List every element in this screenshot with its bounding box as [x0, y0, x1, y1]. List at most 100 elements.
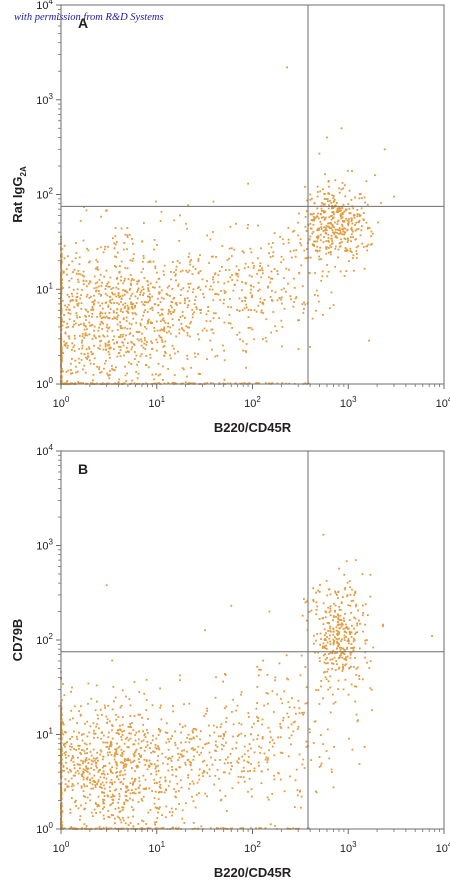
event-dot [115, 266, 117, 268]
event-dot [342, 187, 345, 190]
event-dot [135, 302, 138, 304]
event-dot [80, 785, 83, 788]
event-dot [350, 251, 353, 254]
event-dot [258, 827, 261, 829]
event-dot [304, 216, 307, 218]
event-dot [256, 738, 259, 740]
event-dot [147, 827, 150, 830]
event-dot [214, 696, 217, 699]
x-tick-label: 103 [340, 840, 357, 855]
event-dot [339, 245, 342, 248]
event-dot [334, 590, 336, 593]
event-dot [98, 769, 100, 772]
event-dot [106, 721, 109, 724]
event-dot [289, 295, 292, 297]
event-dot [185, 802, 187, 805]
event-dot [144, 325, 146, 328]
event-dot [89, 324, 91, 327]
event-dot [155, 271, 158, 274]
event-dot [106, 344, 109, 347]
event-dot [348, 207, 351, 210]
event-dot [77, 281, 80, 283]
event-dot [262, 312, 264, 314]
event-dot [281, 326, 284, 328]
event-dot [62, 723, 65, 726]
event-dot [355, 228, 358, 231]
event-dot [337, 679, 340, 682]
event-dot [340, 188, 343, 191]
event-dot [107, 704, 110, 707]
event-dot [282, 242, 285, 245]
event-dot [382, 625, 384, 628]
event-dot [287, 716, 290, 718]
event-dot [204, 743, 206, 746]
event-dot [172, 347, 175, 350]
event-dot [355, 713, 358, 716]
event-dot [114, 760, 117, 763]
event-dot [325, 229, 328, 232]
event-dot [264, 758, 267, 761]
event-dot [102, 792, 105, 794]
event-dot [318, 756, 321, 758]
event-dot [68, 335, 71, 338]
event-dot [332, 207, 335, 209]
event-dot [192, 749, 195, 752]
event-dot [129, 327, 132, 330]
event-dot [162, 365, 164, 368]
event-dot [60, 746, 63, 749]
event-dot [231, 787, 234, 790]
event-dot [89, 725, 92, 728]
event-dot [92, 757, 95, 760]
event-dot [166, 294, 169, 296]
event-dot [97, 759, 99, 762]
event-dot [332, 216, 335, 219]
event-dot [143, 734, 146, 737]
event-dot [305, 210, 308, 212]
event-dot [334, 652, 337, 654]
event-dot [325, 248, 328, 250]
event-dot [253, 722, 255, 725]
event-dot [345, 656, 347, 659]
event-dot [116, 323, 119, 326]
event-dot [296, 794, 299, 797]
event-dot [70, 743, 73, 745]
event-dot [111, 772, 114, 774]
event-dot [118, 733, 120, 736]
event-dot [235, 222, 237, 225]
event-dot [79, 297, 82, 300]
event-dot [345, 659, 348, 662]
event-dot [114, 752, 116, 755]
event-dot [69, 768, 71, 771]
event-dot [184, 763, 187, 766]
event-dot [320, 216, 323, 219]
event-dot [347, 169, 349, 172]
event-dot [130, 284, 132, 286]
event-dot [158, 728, 160, 731]
event-dot [310, 227, 313, 230]
event-dot [339, 231, 342, 234]
event-dot [326, 636, 328, 638]
event-dot [322, 203, 325, 206]
event-dot [85, 767, 88, 769]
event-dot [119, 818, 122, 821]
event-dot [170, 300, 173, 303]
event-dot [219, 735, 222, 738]
event-dot [97, 779, 100, 781]
event-dot [98, 348, 101, 350]
event-dot [100, 215, 102, 218]
event-dot [89, 362, 92, 365]
event-dot [132, 279, 135, 281]
event-dot [139, 784, 141, 787]
event-dot [100, 750, 103, 753]
event-dot [122, 282, 125, 285]
event-dot [98, 326, 100, 329]
event-dot [240, 693, 242, 696]
event-dot [77, 304, 79, 307]
event-dot [96, 261, 99, 263]
event-dot [218, 777, 220, 780]
event-dot [361, 225, 363, 227]
event-dot [60, 356, 63, 359]
event-dot [72, 774, 75, 777]
event-dot [350, 226, 353, 229]
event-dot [95, 812, 97, 814]
